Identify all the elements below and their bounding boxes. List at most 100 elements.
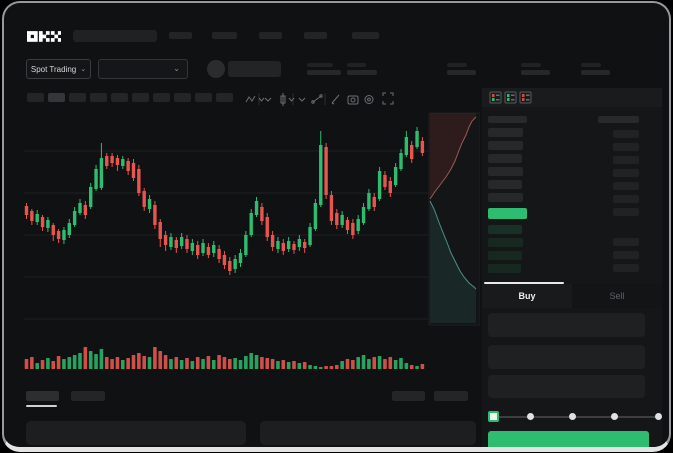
ticker-stat-value — [581, 70, 610, 75]
chart-toolbar — [4, 89, 482, 109]
bid-row[interactable] — [488, 225, 522, 234]
nav-menu-item[interactable] — [259, 32, 282, 39]
slider-stop-dot[interactable] — [611, 413, 618, 420]
nav-menu-item[interactable] — [304, 32, 327, 39]
bid-row[interactable] — [488, 251, 522, 260]
ticker-stat-label — [347, 63, 366, 67]
slider-stop-dot[interactable] — [655, 413, 662, 420]
nav-menu-item[interactable] — [212, 32, 237, 39]
ask-row[interactable] — [488, 128, 523, 137]
slider-stop-dot[interactable] — [527, 413, 534, 420]
timeframe-tab[interactable] — [69, 93, 86, 102]
ask-row-size — [613, 182, 639, 190]
ticker-stat-value — [447, 70, 476, 75]
nav-search-placeholder[interactable] — [73, 30, 157, 42]
bottom-info-box[interactable] — [260, 421, 476, 445]
volume-chart — [24, 347, 425, 369]
ask-row[interactable] — [488, 167, 523, 176]
timeframe-tab[interactable] — [174, 93, 191, 102]
book-combined-icon[interactable] — [489, 91, 502, 104]
settings-icon[interactable] — [364, 95, 374, 104]
timeframe-tab[interactable] — [132, 93, 149, 102]
bid-row-size — [613, 264, 639, 272]
pair-selector[interactable]: ⌄ — [98, 59, 188, 79]
ticker-stat-value — [347, 70, 377, 75]
nav-menu-item[interactable] — [352, 32, 379, 39]
chevron-down-icon[interactable] — [264, 97, 272, 102]
slider-stop-dot[interactable] — [569, 413, 576, 420]
candle-type-icon[interactable] — [280, 93, 295, 106]
book-asks-icon[interactable] — [519, 91, 532, 104]
top-navbar — [4, 23, 669, 53]
timeframe-tab[interactable] — [90, 93, 107, 102]
bottom-tab[interactable] — [71, 391, 105, 401]
bottom-action[interactable] — [392, 391, 425, 401]
market-type-selector[interactable]: Spot Trading ⌄ — [26, 59, 91, 79]
timeframe-tab[interactable] — [216, 93, 233, 102]
bid-row-size — [613, 251, 639, 259]
market-header: Spot Trading ⌄ ⌄ — [4, 55, 669, 85]
ask-row-size — [613, 169, 639, 177]
trade-tabs: Buy Sell — [482, 284, 662, 308]
timeframe-tab[interactable] — [111, 93, 128, 102]
ticker-stat-label — [581, 63, 601, 67]
candlestick-chart[interactable] — [24, 111, 480, 335]
pair-logo-avatar — [207, 60, 225, 78]
bottom-tabs — [4, 391, 482, 411]
candles — [24, 127, 425, 275]
ticker-stat-label — [521, 63, 541, 67]
chevron-down-icon: ⌄ — [173, 64, 180, 73]
orderbook-col-header — [488, 116, 527, 123]
bottom-tab[interactable] — [26, 391, 59, 401]
active-tab-underline — [26, 405, 57, 407]
ask-row[interactable] — [488, 180, 522, 189]
tab-buy[interactable]: Buy — [482, 284, 572, 308]
ask-row-size — [613, 195, 639, 203]
order-input-field[interactable] — [488, 345, 645, 369]
trade-sidebar: Buy Sell — [482, 88, 662, 447]
ask-row[interactable] — [488, 154, 522, 163]
timeframe-tab[interactable] — [48, 93, 65, 102]
ask-row-size — [613, 130, 639, 138]
buy-tab-indicator — [484, 282, 564, 284]
chevron-down-icon[interactable] — [298, 97, 306, 102]
bid-row[interactable] — [488, 264, 521, 273]
fullscreen-icon[interactable] — [382, 92, 394, 105]
trend-line-icon[interactable] — [311, 94, 323, 104]
ticker-stat-value — [307, 70, 341, 75]
ask-row[interactable] — [488, 193, 523, 202]
order-input-field[interactable] — [488, 375, 645, 398]
market-type-label: Spot Trading — [30, 64, 77, 74]
ticker-stat-label — [307, 63, 333, 67]
ask-row[interactable] — [488, 141, 523, 150]
nav-menu-item[interactable] — [169, 32, 192, 39]
bottom-info-box[interactable] — [26, 421, 246, 445]
orderbook-col-header — [598, 116, 639, 123]
bottom-action[interactable] — [434, 391, 468, 401]
pair-name-placeholder — [228, 61, 281, 77]
ticker-stat-value — [521, 70, 550, 75]
bid-row-size — [613, 238, 639, 246]
camera-icon[interactable] — [347, 95, 359, 105]
tab-sell[interactable]: Sell — [572, 284, 662, 308]
ask-row-size — [613, 143, 639, 151]
orderbook-view-toggles — [482, 88, 662, 107]
amount-slider-handle[interactable] — [488, 411, 499, 422]
timeframe-tab[interactable] — [195, 93, 212, 102]
amount-slider-track[interactable] — [493, 416, 660, 418]
ask-row-size — [613, 156, 639, 164]
draw-icon[interactable] — [331, 94, 340, 105]
ask-row-size — [613, 208, 639, 216]
timeframe-tab[interactable] — [153, 93, 170, 102]
chevron-down-icon: ⌄ — [80, 66, 87, 73]
order-input-field[interactable] — [488, 313, 645, 337]
last-price-badge[interactable] — [488, 208, 527, 219]
depth-preview — [428, 112, 480, 326]
bid-row[interactable] — [488, 238, 523, 247]
okx-logo[interactable] — [27, 30, 61, 43]
indicators-icon[interactable] — [245, 95, 265, 103]
buy-submit-button[interactable] — [488, 431, 649, 447]
book-bids-icon[interactable] — [504, 91, 517, 104]
timeframe-tab[interactable] — [27, 93, 44, 102]
